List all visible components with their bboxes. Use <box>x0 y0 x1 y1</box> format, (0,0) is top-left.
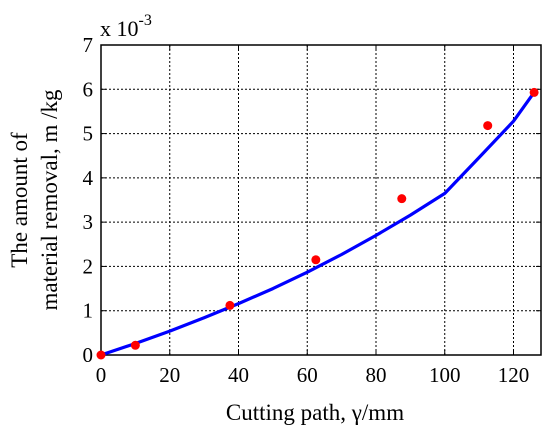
x-tick-label: 100 <box>429 363 461 387</box>
axis-ticks <box>100 44 541 356</box>
x-tick-label: 20 <box>159 363 180 387</box>
x-tick-label: 80 <box>366 363 387 387</box>
x-axis-label: Cutting path, γ/mm <box>226 400 404 425</box>
x-tick-label: 0 <box>96 363 107 387</box>
grid <box>101 45 541 355</box>
x-tick-label: 40 <box>228 363 249 387</box>
x-tick-label: 60 <box>297 363 318 387</box>
y-tick-label: 4 <box>83 166 94 190</box>
y-tick-label: 5 <box>83 122 94 146</box>
y-tick-label: 2 <box>83 254 94 278</box>
data-point <box>397 194 407 204</box>
y-axis-label-line-1: The amount of <box>7 132 32 268</box>
y-tick-label: 6 <box>83 77 94 101</box>
data-point <box>311 255 321 265</box>
y-tick-label: 3 <box>83 210 94 234</box>
y-tick-label: 1 <box>83 299 94 323</box>
y-axis-label-line-2: material removal, m /kg <box>37 89 62 310</box>
x-tick-label: 120 <box>498 363 530 387</box>
y-tick-label: 0 <box>83 343 94 367</box>
data-point <box>483 121 493 131</box>
fit-curve <box>99 90 536 357</box>
data-point <box>96 350 106 360</box>
data-series <box>96 87 539 360</box>
y-tick-labels: 0 1 2 3 4 5 6 7 <box>83 33 94 367</box>
data-point <box>225 300 235 310</box>
y-tick-label: 7 <box>83 33 94 57</box>
plot-frame <box>100 44 542 356</box>
y-multiplier: x 10-3 <box>100 12 152 41</box>
data-point <box>529 87 539 97</box>
data-point <box>130 340 140 350</box>
x-tick-labels: 0 20 40 60 80 100 120 <box>96 363 530 387</box>
